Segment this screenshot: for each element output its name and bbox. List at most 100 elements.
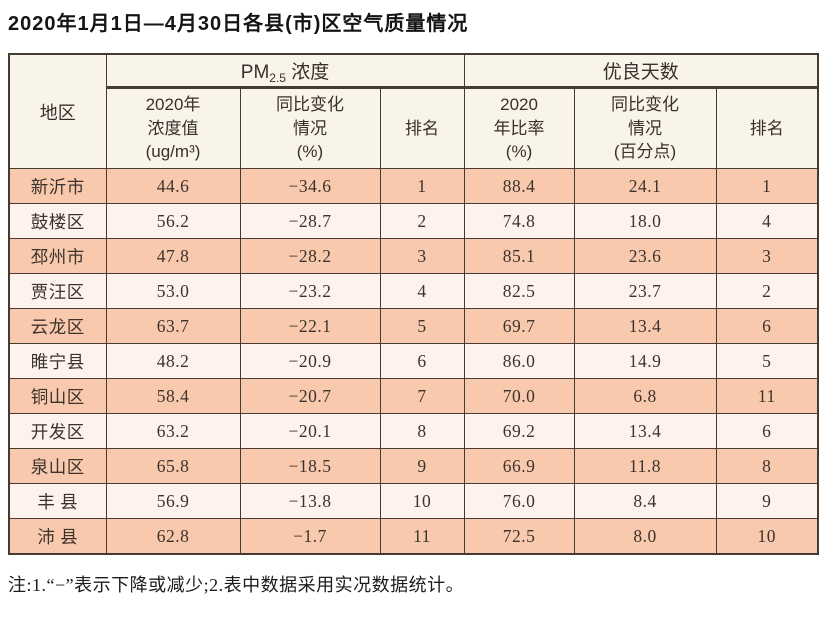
region-cell: 邳州市 bbox=[8, 238, 107, 274]
pm25-word: 浓度 bbox=[285, 61, 330, 83]
pm25-subscript: 2.5 bbox=[269, 70, 286, 85]
header-pm25-value: 2020年 浓度值 (ug/m³) bbox=[105, 87, 241, 169]
good-rank-cell: 11 bbox=[715, 378, 819, 414]
table-row: 泉山区 65.8 −18.5 9 66.9 11.8 8 bbox=[8, 448, 819, 484]
good-change-cell: 23.7 bbox=[573, 273, 717, 309]
pm25-change-cell: −28.2 bbox=[239, 238, 381, 274]
table-row: 开发区 63.2 −20.1 8 69.2 13.4 6 bbox=[8, 413, 819, 449]
table-row: 铜山区 58.4 −20.7 7 70.0 6.8 11 bbox=[8, 378, 819, 414]
good-ratio-cell: 70.0 bbox=[463, 378, 575, 414]
good-rank-cell: 6 bbox=[715, 413, 819, 449]
header-pm25-group: PM2.5 浓度 bbox=[105, 53, 465, 89]
pm25-value-cell: 63.7 bbox=[105, 308, 241, 344]
good-ratio-cell: 66.9 bbox=[463, 448, 575, 484]
pm25-rank-cell: 1 bbox=[379, 168, 465, 204]
pm25-value-cell: 53.0 bbox=[105, 273, 241, 309]
good-change-cell: 6.8 bbox=[573, 378, 717, 414]
pm25-change-cell: −13.8 bbox=[239, 483, 381, 519]
pm25-change-cell: −23.2 bbox=[239, 273, 381, 309]
header-pm25-rank: 排名 bbox=[379, 87, 465, 169]
good-change-cell: 18.0 bbox=[573, 203, 717, 239]
region-cell: 云龙区 bbox=[8, 308, 107, 344]
pm25-change-cell: −34.6 bbox=[239, 168, 381, 204]
region-cell: 丰 县 bbox=[8, 483, 107, 519]
pm25-change-cell: −28.7 bbox=[239, 203, 381, 239]
good-rank-cell: 1 bbox=[715, 168, 819, 204]
header-region: 地区 bbox=[8, 53, 107, 169]
good-change-cell: 24.1 bbox=[573, 168, 717, 204]
good-rank-cell: 9 bbox=[715, 483, 819, 519]
pm25-rank-cell: 10 bbox=[379, 483, 465, 519]
good-ratio-cell: 69.2 bbox=[463, 413, 575, 449]
region-cell: 贾汪区 bbox=[8, 273, 107, 309]
header-good-change: 同比变化 情况 (百分点) bbox=[573, 87, 717, 169]
table-row: 沛 县 62.8 −1.7 11 72.5 8.0 10 bbox=[8, 518, 819, 555]
pm25-value-cell: 62.8 bbox=[105, 518, 241, 555]
good-ratio-cell: 74.8 bbox=[463, 203, 575, 239]
pm25-rank-cell: 2 bbox=[379, 203, 465, 239]
pm25-rank-cell: 6 bbox=[379, 343, 465, 379]
pm25-change-cell: −20.9 bbox=[239, 343, 381, 379]
table-row: 新沂市 44.6 −34.6 1 88.4 24.1 1 bbox=[8, 168, 819, 204]
region-cell: 泉山区 bbox=[8, 448, 107, 484]
pm25-value-cell: 47.8 bbox=[105, 238, 241, 274]
pm25-rank-cell: 8 bbox=[379, 413, 465, 449]
region-cell: 鼓楼区 bbox=[8, 203, 107, 239]
pm25-rank-cell: 9 bbox=[379, 448, 465, 484]
good-ratio-cell: 86.0 bbox=[463, 343, 575, 379]
good-ratio-cell: 72.5 bbox=[463, 518, 575, 555]
good-change-cell: 23.6 bbox=[573, 238, 717, 274]
header-group-row: 地区 PM2.5 浓度 优良天数 bbox=[8, 53, 819, 169]
pm25-rank-cell: 7 bbox=[379, 378, 465, 414]
good-change-cell: 13.4 bbox=[573, 308, 717, 344]
table-row: 贾汪区 53.0 −23.2 4 82.5 23.7 2 bbox=[8, 273, 819, 309]
header-good-rank: 排名 bbox=[715, 87, 819, 169]
good-ratio-cell: 85.1 bbox=[463, 238, 575, 274]
region-cell: 铜山区 bbox=[8, 378, 107, 414]
good-change-cell: 8.4 bbox=[573, 483, 717, 519]
pm25-change-cell: −18.5 bbox=[239, 448, 381, 484]
header-good-ratio: 2020 年比率 (%) bbox=[463, 87, 575, 169]
table-row: 丰 县 56.9 −13.8 10 76.0 8.4 9 bbox=[8, 483, 819, 519]
pm25-label: PM bbox=[240, 61, 270, 83]
pm25-value-cell: 48.2 bbox=[105, 343, 241, 379]
region-cell: 沛 县 bbox=[8, 518, 107, 555]
table-row: 睢宁县 48.2 −20.9 6 86.0 14.9 5 bbox=[8, 343, 819, 379]
region-cell: 睢宁县 bbox=[8, 343, 107, 379]
good-change-cell: 14.9 bbox=[573, 343, 717, 379]
pm25-value-cell: 58.4 bbox=[105, 378, 241, 414]
pm25-change-cell: −20.7 bbox=[239, 378, 381, 414]
good-rank-cell: 5 bbox=[715, 343, 819, 379]
good-ratio-cell: 76.0 bbox=[463, 483, 575, 519]
good-rank-cell: 6 bbox=[715, 308, 819, 344]
good-rank-cell: 3 bbox=[715, 238, 819, 274]
header-good-days-group: 优良天数 bbox=[463, 53, 819, 89]
table-row: 邳州市 47.8 −28.2 3 85.1 23.6 3 bbox=[8, 238, 819, 274]
pm25-value-cell: 63.2 bbox=[105, 413, 241, 449]
pm25-value-cell: 65.8 bbox=[105, 448, 241, 484]
pm25-value-cell: 56.9 bbox=[105, 483, 241, 519]
good-rank-cell: 4 bbox=[715, 203, 819, 239]
pm25-value-cell: 44.6 bbox=[105, 168, 241, 204]
air-quality-table: 地区 PM2.5 浓度 优良天数 2020年 浓度值 (ug/m³) 同比变化 … bbox=[8, 53, 820, 555]
good-ratio-cell: 69.7 bbox=[463, 308, 575, 344]
pm25-change-cell: −1.7 bbox=[239, 518, 381, 555]
table-row: 鼓楼区 56.2 −28.7 2 74.8 18.0 4 bbox=[8, 203, 819, 239]
good-ratio-cell: 88.4 bbox=[463, 168, 575, 204]
pm25-rank-cell: 5 bbox=[379, 308, 465, 344]
pm25-rank-cell: 4 bbox=[379, 273, 465, 309]
region-cell: 新沂市 bbox=[8, 168, 107, 204]
region-cell: 开发区 bbox=[8, 413, 107, 449]
good-change-cell: 11.8 bbox=[573, 448, 717, 484]
good-change-cell: 8.0 bbox=[573, 518, 717, 555]
pm25-change-cell: −22.1 bbox=[239, 308, 381, 344]
pm25-value-cell: 56.2 bbox=[105, 203, 241, 239]
pm25-rank-cell: 11 bbox=[379, 518, 465, 555]
pm25-change-cell: −20.1 bbox=[239, 413, 381, 449]
table-row: 云龙区 63.7 −22.1 5 69.7 13.4 6 bbox=[8, 308, 819, 344]
header-pm25-change: 同比变化 情况 (%) bbox=[239, 87, 381, 169]
header-sub-row: 2020年 浓度值 (ug/m³) 同比变化 情况 (%) 排名 2020 年比… bbox=[9, 87, 819, 169]
good-rank-cell: 10 bbox=[715, 518, 819, 555]
page-title: 2020年1月1日—4月30日各县(市)区空气质量情况 bbox=[8, 13, 469, 35]
